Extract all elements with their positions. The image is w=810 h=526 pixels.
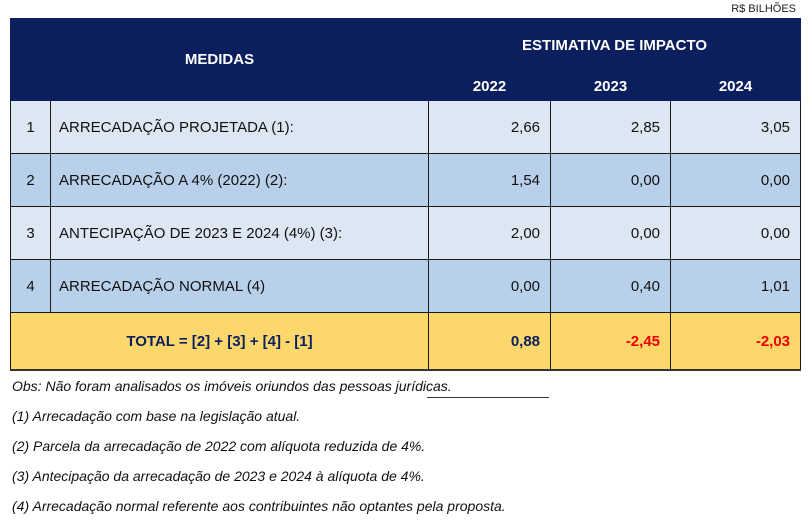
table-row: 3 ANTECIPAÇÃO DE 2023 E 2024 (4%) (3): 2… <box>10 206 802 260</box>
note: (2) Parcela da arrecadação de 2022 com a… <box>12 438 426 454</box>
header-year: 2022 <box>428 72 552 101</box>
header-estimativa: ESTIMATIVA DE IMPACTO <box>428 18 802 73</box>
note: (4) Arrecadação normal referente aos con… <box>12 498 506 514</box>
row-number: 4 <box>10 259 51 313</box>
row-number: 2 <box>10 153 51 207</box>
header-year: 2024 <box>670 72 802 101</box>
table-row: 1 ARRECADAÇÃO PROJETADA (1): 2,66 2,85 3… <box>10 100 802 154</box>
table-row: 2 ARRECADAÇÃO A 4% (2022) (2): 1,54 0,00… <box>10 153 802 207</box>
row-value: 2,66 <box>428 100 552 154</box>
row-value: 1,01 <box>670 259 802 313</box>
total-value: 0,88 <box>428 312 552 371</box>
row-value: 3,05 <box>670 100 802 154</box>
note: (1) Arrecadação com base na legislação a… <box>12 408 301 424</box>
total-label: TOTAL = [2] + [3] + [4] - [1] <box>9 312 430 371</box>
footnotes: Obs: Não foram analisados os imóveis ori… <box>12 376 506 526</box>
row-number: 3 <box>10 206 51 260</box>
row-value: 0,00 <box>670 153 802 207</box>
table-row: 4 ARRECADAÇÃO NORMAL (4) 0,00 0,40 1,01 <box>10 259 802 313</box>
underline-divider <box>427 397 549 398</box>
unit-label: R$ BILHÕES <box>731 3 796 15</box>
impact-table: MEDIDAS ESTIMATIVA DE IMPACTO 2022 2023 … <box>9 18 802 371</box>
row-value: 2,85 <box>550 100 672 154</box>
row-value: 0,00 <box>428 259 552 313</box>
header-medidas: MEDIDAS <box>9 18 430 101</box>
row-value: 2,00 <box>428 206 552 260</box>
row-label: ANTECIPAÇÃO DE 2023 E 2024 (4%) (3): <box>49 206 430 260</box>
row-value: 0,00 <box>550 206 672 260</box>
row-value: 0,00 <box>670 206 802 260</box>
header-year: 2023 <box>550 72 672 101</box>
row-value: 0,00 <box>550 153 672 207</box>
total-row: TOTAL = [2] + [3] + [4] - [1] 0,88 -2,45… <box>9 312 802 371</box>
row-label: ARRECADAÇÃO A 4% (2022) (2): <box>49 153 430 207</box>
total-value: -2,03 <box>670 312 802 371</box>
row-label: ARRECADAÇÃO PROJETADA (1): <box>49 100 430 154</box>
row-value: 0,40 <box>550 259 672 313</box>
row-value: 1,54 <box>428 153 552 207</box>
note-obs: Obs: Não foram analisados os imóveis ori… <box>12 378 452 394</box>
note: (3) Antecipação da arrecadação de 2023 e… <box>12 468 425 484</box>
row-label: ARRECADAÇÃO NORMAL (4) <box>49 259 430 313</box>
total-value: -2,45 <box>550 312 672 371</box>
row-number: 1 <box>10 100 51 154</box>
